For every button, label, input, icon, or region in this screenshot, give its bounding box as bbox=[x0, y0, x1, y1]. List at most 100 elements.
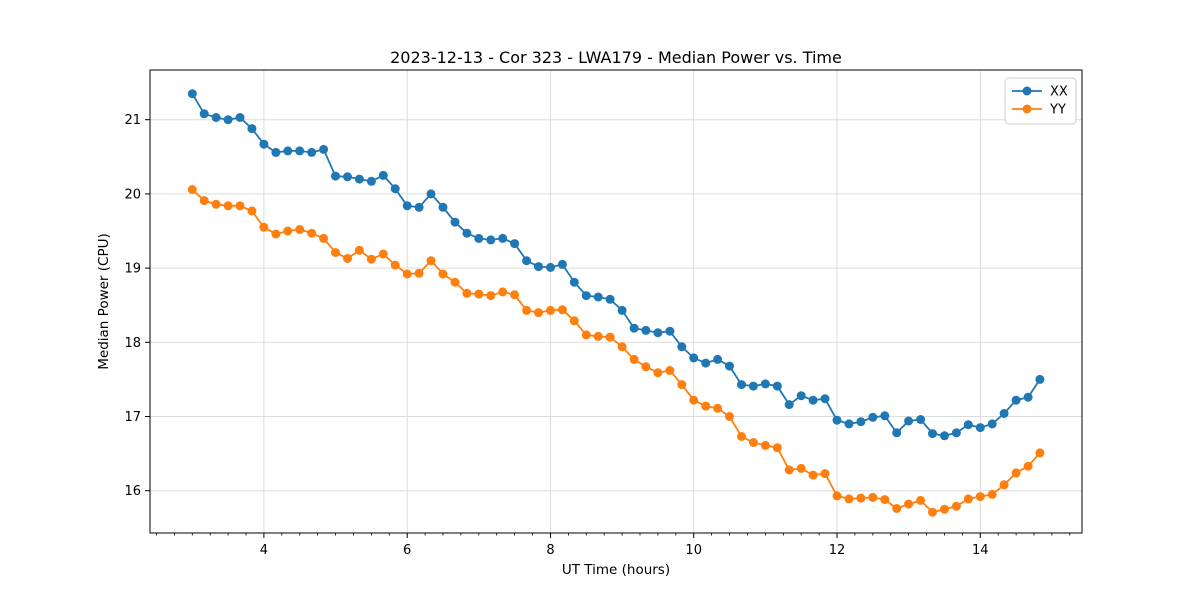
y-tick-label: 20 bbox=[124, 187, 141, 202]
xx-data-point bbox=[665, 326, 675, 336]
xx-data-point bbox=[319, 144, 329, 154]
xx-data-point bbox=[928, 429, 937, 439]
xx-data-point bbox=[617, 305, 627, 315]
yy-data-point bbox=[844, 494, 854, 504]
xx-data-point bbox=[748, 381, 758, 391]
y-tick-label: 17 bbox=[124, 410, 141, 425]
series-layer bbox=[187, 89, 1045, 517]
yy-data-point bbox=[1035, 448, 1045, 458]
xx-data-point bbox=[581, 291, 591, 301]
yy-data-point bbox=[486, 291, 496, 301]
yy-data-point bbox=[653, 368, 663, 378]
yy-data-point bbox=[641, 362, 651, 372]
xx-data-point bbox=[259, 139, 269, 149]
xx-data-point bbox=[880, 411, 890, 421]
yy-data-point bbox=[963, 494, 973, 504]
xx-data-point bbox=[199, 109, 209, 119]
xx-data-point bbox=[713, 354, 723, 364]
yy-data-point bbox=[951, 501, 961, 511]
xx-data-point bbox=[307, 147, 317, 157]
yy-data-point bbox=[820, 469, 830, 479]
yy-data-point bbox=[534, 308, 543, 318]
xx-data-point bbox=[856, 417, 866, 427]
y-tick-label: 16 bbox=[124, 484, 141, 499]
xx-series-line bbox=[191, 93, 1041, 437]
yy-data-point bbox=[1011, 468, 1021, 478]
legend-yy-label: YY bbox=[1049, 103, 1066, 118]
x-tick-label: 4 bbox=[260, 543, 268, 558]
yy-data-point bbox=[701, 401, 711, 411]
yy-data-point bbox=[223, 201, 233, 211]
yy-data-point bbox=[450, 277, 460, 287]
yy-data-point bbox=[677, 380, 687, 390]
yy-data-point bbox=[319, 233, 329, 243]
yy-data-point bbox=[856, 493, 866, 503]
yy-data-point bbox=[904, 499, 914, 509]
yy-data-point bbox=[796, 463, 806, 473]
legend-xx-marker bbox=[1022, 86, 1032, 96]
xx-data-point bbox=[450, 217, 460, 227]
yy-data-point bbox=[247, 206, 257, 216]
grid-layer bbox=[150, 70, 1082, 533]
yy-data-point bbox=[892, 504, 902, 513]
xx-data-point bbox=[796, 391, 806, 401]
xx-data-point bbox=[999, 409, 1009, 418]
yy-data-point bbox=[462, 288, 472, 298]
yy-data-point bbox=[808, 470, 818, 480]
xx-data-point bbox=[295, 146, 305, 156]
yy-data-point bbox=[593, 331, 603, 341]
x-axis-label: UT Time (hours) bbox=[562, 562, 670, 578]
legend-box bbox=[1004, 77, 1077, 125]
yy-data-point bbox=[354, 245, 364, 255]
xx-data-point bbox=[283, 146, 293, 156]
xx-data-point bbox=[187, 89, 197, 99]
xx-data-point bbox=[916, 415, 926, 424]
xx-data-point bbox=[343, 172, 352, 182]
xx-data-point bbox=[772, 381, 782, 391]
yy-data-point bbox=[940, 504, 949, 514]
xx-data-point bbox=[808, 395, 818, 405]
xx-data-point bbox=[378, 170, 388, 180]
yy-data-point bbox=[390, 260, 400, 270]
legend: XX YY bbox=[1004, 77, 1077, 125]
legend-yy-marker bbox=[1022, 104, 1032, 114]
xx-data-point bbox=[737, 380, 746, 390]
chart-title: 2023-12-13 - Cor 323 - LWA179 - Median P… bbox=[390, 48, 842, 67]
xx-data-point bbox=[235, 113, 245, 122]
yy-data-point bbox=[928, 507, 937, 517]
yy-data-point bbox=[665, 366, 675, 375]
xx-data-point bbox=[820, 394, 830, 404]
xx-data-point bbox=[725, 361, 734, 371]
xx-data-point bbox=[534, 262, 543, 272]
yy-data-point bbox=[211, 199, 221, 209]
yy-data-point bbox=[713, 403, 723, 413]
xx-data-point bbox=[438, 202, 448, 212]
plot-frame bbox=[149, 69, 1083, 534]
xx-data-point bbox=[832, 415, 842, 425]
y-tick-label: 18 bbox=[124, 336, 141, 351]
xx-data-point bbox=[390, 184, 400, 194]
xx-data-point bbox=[569, 277, 579, 287]
yy-data-point bbox=[605, 332, 615, 342]
legend-xx-label: XX bbox=[1050, 85, 1068, 100]
yy-data-point bbox=[259, 222, 269, 232]
xx-data-point bbox=[462, 228, 472, 238]
yy-data-point bbox=[366, 254, 376, 264]
yy-data-point bbox=[331, 248, 340, 257]
yy-data-point bbox=[629, 354, 639, 364]
yy-data-point bbox=[1023, 461, 1033, 471]
xx-data-point bbox=[331, 171, 340, 181]
xx-data-point bbox=[653, 328, 663, 338]
xx-data-point bbox=[689, 353, 699, 363]
xx-data-point bbox=[366, 176, 376, 186]
yy-data-point bbox=[784, 465, 794, 475]
yy-data-point bbox=[569, 316, 579, 326]
yy-data-point bbox=[510, 290, 520, 300]
yy-data-point bbox=[414, 268, 424, 278]
yy-data-point bbox=[916, 495, 926, 505]
yy-data-point bbox=[617, 342, 627, 352]
xx-data-point bbox=[951, 428, 961, 438]
yy-data-point bbox=[498, 287, 508, 297]
y-axis-label: Median Power (CPU) bbox=[96, 233, 112, 369]
